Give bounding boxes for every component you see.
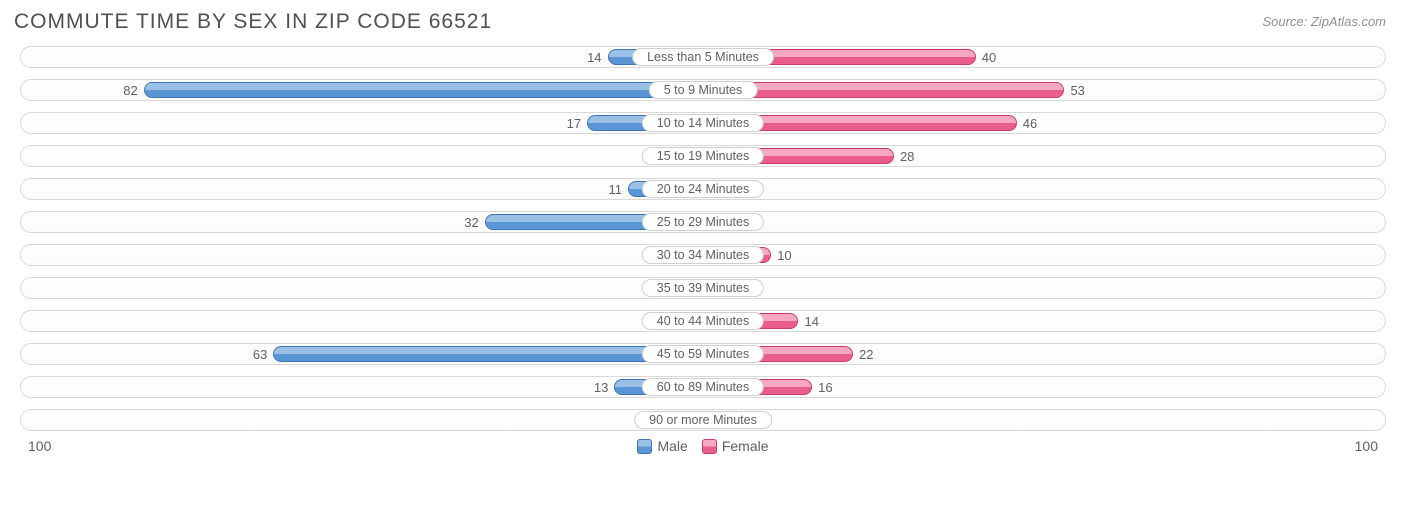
female-half: 46 <box>703 113 1385 133</box>
chart-row: 63 22 45 to 59 Minutes <box>20 343 1386 365</box>
category-pill: 5 to 9 Minutes <box>649 81 758 99</box>
chart-row: 11 720 to 24 Minutes <box>20 178 1386 200</box>
male-value: 11 <box>602 182 628 197</box>
female-value: 28 <box>894 149 920 164</box>
chart-row: 7 14 40 to 44 Minutes <box>20 310 1386 332</box>
female-value: 40 <box>976 50 1002 65</box>
female-value: 10 <box>771 248 797 263</box>
female-value: 14 <box>798 314 824 329</box>
legend: Male Female <box>51 438 1354 454</box>
female-half: 6 <box>703 212 1385 232</box>
chart-row: 6435 to 39 Minutes <box>20 277 1386 299</box>
category-pill: 60 to 89 Minutes <box>642 378 764 396</box>
female-value: 53 <box>1064 83 1090 98</box>
chart-title: COMMUTE TIME BY SEX IN ZIP CODE 66521 <box>14 10 492 34</box>
category-pill: 10 to 14 Minutes <box>642 114 764 132</box>
chart-row: 7090 or more Minutes <box>20 409 1386 431</box>
legend-label-male: Male <box>657 438 687 454</box>
male-half: 6 <box>21 278 703 298</box>
chart-row: 82 53 5 to 9 Minutes <box>20 79 1386 101</box>
female-half: 16 <box>703 377 1385 397</box>
category-pill: 35 to 39 Minutes <box>642 279 764 297</box>
axis-left-max: 100 <box>28 438 51 454</box>
male-half: 17 <box>21 113 703 133</box>
male-half: 82 <box>21 80 703 100</box>
female-half: 10 <box>703 245 1385 265</box>
female-half: 40 <box>703 47 1385 67</box>
female-half: 14 <box>703 311 1385 331</box>
chart-footer: 100 Male Female 100 <box>0 438 1406 454</box>
chart-row: 13 16 60 to 89 Minutes <box>20 376 1386 398</box>
chart-row: 32 625 to 29 Minutes <box>20 211 1386 233</box>
female-half: 28 <box>703 146 1385 166</box>
category-pill: 45 to 59 Minutes <box>642 345 764 363</box>
swatch-male <box>637 439 652 454</box>
male-half: 14 <box>21 47 703 67</box>
axis-right-max: 100 <box>1355 438 1378 454</box>
male-half: 11 <box>21 179 703 199</box>
legend-item-female: Female <box>702 438 769 454</box>
female-half: 22 <box>703 344 1385 364</box>
female-half: 53 <box>703 80 1385 100</box>
male-bar <box>273 346 703 362</box>
female-half: 7 <box>703 179 1385 199</box>
male-half: 7 <box>21 311 703 331</box>
male-half: 63 <box>21 344 703 364</box>
male-bar <box>144 82 703 98</box>
category-pill: 30 to 34 Minutes <box>642 246 764 264</box>
male-value: 32 <box>458 215 484 230</box>
male-value: 14 <box>581 50 607 65</box>
male-value: 13 <box>588 380 614 395</box>
male-half: 7 <box>21 410 703 430</box>
category-pill: 20 to 24 Minutes <box>642 180 764 198</box>
male-half: 32 <box>21 212 703 232</box>
female-half: 0 <box>703 410 1385 430</box>
chart-header: COMMUTE TIME BY SEX IN ZIP CODE 66521 So… <box>0 0 1406 38</box>
male-value: 17 <box>561 116 587 131</box>
chart-source: Source: ZipAtlas.com <box>1262 10 1386 29</box>
category-pill: Less than 5 Minutes <box>632 48 774 66</box>
female-value: 46 <box>1017 116 1043 131</box>
chart-row: 17 46 10 to 14 Minutes <box>20 112 1386 134</box>
diverging-bar-chart: 1440Less than 5 Minutes82535 to 9 Minute… <box>0 38 1406 431</box>
legend-item-male: Male <box>637 438 687 454</box>
category-pill: 25 to 29 Minutes <box>642 213 764 231</box>
female-value: 16 <box>812 380 838 395</box>
category-pill: 90 or more Minutes <box>634 411 772 429</box>
legend-label-female: Female <box>722 438 769 454</box>
female-value: 22 <box>853 347 879 362</box>
male-half: 7 <box>21 245 703 265</box>
male-half: 13 <box>21 377 703 397</box>
category-pill: 40 to 44 Minutes <box>642 312 764 330</box>
male-value: 82 <box>117 83 143 98</box>
female-half: 4 <box>703 278 1385 298</box>
category-pill: 15 to 19 Minutes <box>642 147 764 165</box>
chart-row: 7 28 15 to 19 Minutes <box>20 145 1386 167</box>
swatch-female <box>702 439 717 454</box>
male-half: 7 <box>21 146 703 166</box>
male-value: 63 <box>247 347 273 362</box>
chart-row: 7 10 30 to 34 Minutes <box>20 244 1386 266</box>
chart-row: 14 40 Less than 5 Minutes <box>20 46 1386 68</box>
